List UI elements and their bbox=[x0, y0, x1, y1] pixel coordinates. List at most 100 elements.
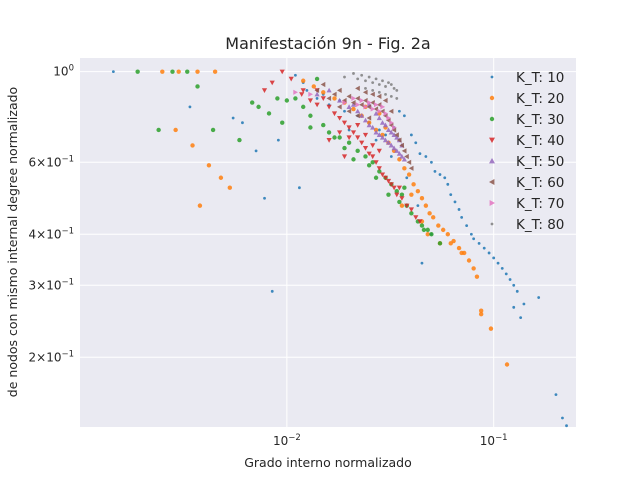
data-point bbox=[362, 117, 369, 123]
data-point bbox=[554, 393, 558, 397]
data-point bbox=[384, 85, 387, 88]
data-point bbox=[332, 96, 337, 101]
legend-marker bbox=[490, 222, 494, 226]
data-point bbox=[210, 127, 216, 133]
data-point bbox=[373, 129, 379, 135]
data-point bbox=[388, 182, 394, 187]
data-point bbox=[443, 176, 447, 180]
legend-item: K_T: 40 bbox=[489, 133, 564, 149]
data-point bbox=[453, 200, 457, 204]
data-point bbox=[404, 153, 409, 160]
data-point bbox=[382, 97, 388, 104]
data-point bbox=[343, 75, 346, 79]
data-point bbox=[437, 241, 443, 246]
data-point bbox=[307, 98, 313, 104]
x-axis-label: Grado interno normalizado bbox=[244, 455, 412, 470]
y-tick-label: 4×10−1 bbox=[28, 226, 74, 241]
legend-item: K_T: 20 bbox=[489, 91, 564, 107]
legend-item: K_T: 50 bbox=[489, 154, 564, 170]
data-point bbox=[397, 109, 401, 113]
data-point bbox=[469, 232, 473, 236]
data-point bbox=[389, 155, 393, 158]
data-point bbox=[565, 424, 568, 428]
data-point bbox=[359, 113, 365, 118]
series-k-t-40 bbox=[261, 69, 423, 224]
data-point bbox=[270, 289, 274, 293]
data-point bbox=[305, 88, 309, 92]
data-point bbox=[446, 182, 450, 186]
y-tick-exponent: 0 bbox=[69, 64, 74, 74]
data-point bbox=[402, 185, 407, 190]
data-point bbox=[341, 154, 348, 160]
data-point bbox=[478, 308, 484, 313]
data-point bbox=[367, 100, 372, 106]
data-point bbox=[373, 106, 379, 112]
data-point bbox=[254, 149, 258, 153]
legend-item: K_T: 30 bbox=[489, 112, 564, 128]
data-point bbox=[394, 192, 400, 198]
data-point bbox=[195, 69, 200, 74]
legend-item: K_T: 70 bbox=[489, 196, 564, 212]
data-point bbox=[376, 102, 382, 108]
data-point bbox=[379, 120, 386, 125]
legend-marker bbox=[489, 95, 495, 101]
data-point bbox=[401, 148, 407, 154]
data-point bbox=[377, 83, 381, 86]
data-point bbox=[430, 160, 433, 164]
data-point bbox=[414, 141, 418, 145]
data-point bbox=[346, 140, 352, 145]
legend-label: K_T: 30 bbox=[516, 112, 564, 128]
legend: K_T: 10 K_T: 20 K_T: 30 K_T: 40 K_T: 50 K_T: … bbox=[489, 70, 564, 233]
data-point bbox=[331, 91, 337, 97]
data-point bbox=[385, 178, 392, 184]
legend-marker bbox=[490, 75, 494, 79]
data-point bbox=[350, 130, 357, 135]
y-tick-mantissa: 4× bbox=[28, 227, 46, 241]
data-point bbox=[364, 79, 367, 83]
data-point bbox=[406, 172, 412, 177]
data-point bbox=[399, 196, 405, 201]
legend-marker bbox=[489, 116, 495, 122]
data-point bbox=[249, 100, 255, 105]
legend-label: K_T: 70 bbox=[516, 196, 564, 212]
data-point bbox=[362, 89, 368, 95]
data-point bbox=[355, 108, 361, 114]
data-point bbox=[170, 69, 175, 74]
data-point bbox=[373, 175, 379, 180]
data-point bbox=[399, 142, 404, 148]
data-point bbox=[387, 81, 390, 85]
y-tick-base: 10 bbox=[53, 65, 68, 79]
data-point bbox=[359, 97, 365, 104]
data-point bbox=[362, 132, 369, 138]
data-point bbox=[382, 137, 389, 143]
data-point bbox=[504, 362, 510, 367]
data-point bbox=[212, 69, 218, 74]
y-tick-label: 2×10−1 bbox=[28, 349, 74, 364]
y-tick-mantissa: 6× bbox=[28, 155, 46, 169]
data-point bbox=[376, 132, 382, 137]
data-point bbox=[402, 114, 406, 118]
data-point bbox=[320, 96, 326, 101]
data-point bbox=[359, 140, 365, 146]
data-point bbox=[188, 105, 192, 109]
data-point bbox=[346, 135, 352, 141]
data-point bbox=[419, 196, 425, 201]
data-point bbox=[266, 111, 272, 116]
data-point bbox=[472, 237, 476, 241]
data-point bbox=[351, 95, 357, 101]
data-point bbox=[417, 219, 423, 224]
data-point bbox=[515, 289, 519, 293]
legend-marker bbox=[489, 137, 495, 143]
x-tick-exponent: −1 bbox=[495, 433, 508, 443]
data-point bbox=[374, 77, 378, 81]
data-point bbox=[370, 106, 376, 112]
data-point bbox=[394, 148, 400, 153]
data-point bbox=[343, 109, 346, 113]
data-point bbox=[356, 77, 360, 81]
data-point bbox=[366, 115, 372, 121]
data-point bbox=[408, 207, 414, 213]
data-point bbox=[394, 134, 400, 140]
data-point bbox=[367, 75, 371, 79]
legend-item: K_T: 60 bbox=[489, 175, 564, 191]
